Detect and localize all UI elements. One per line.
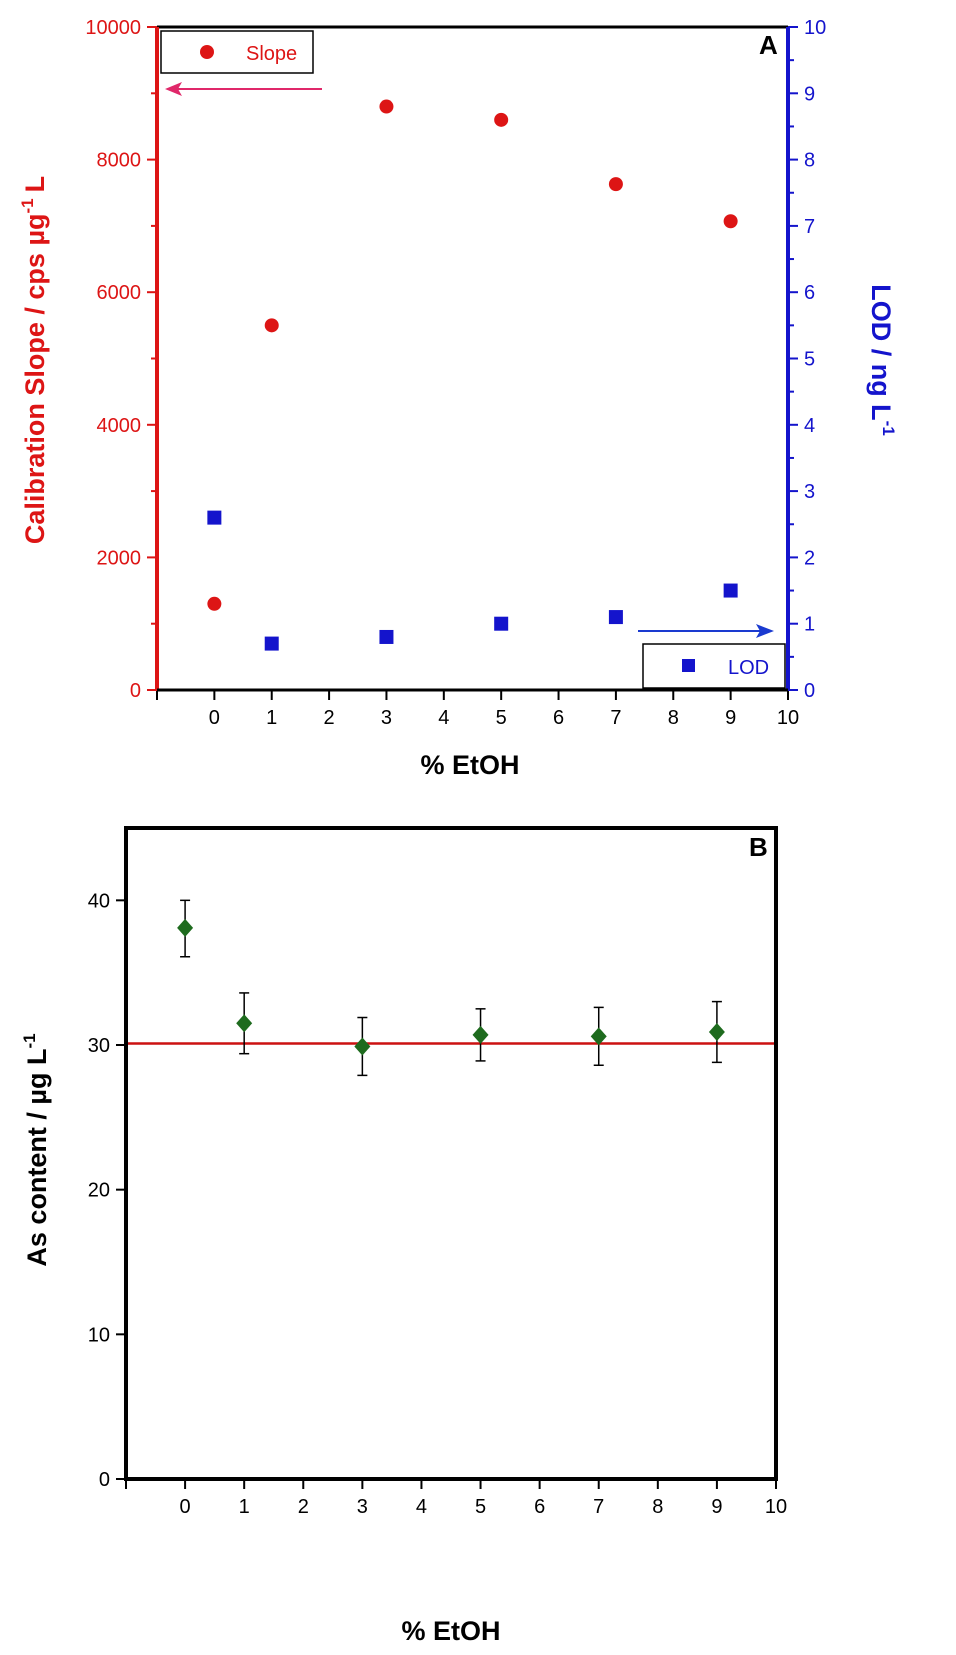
slope-point xyxy=(379,99,394,114)
as-content-point xyxy=(177,918,194,937)
panel-a-right-y-tick-label: 2 xyxy=(804,547,815,569)
as-content-point xyxy=(236,1014,253,1033)
panel-a-right-y-tick-label: 7 xyxy=(804,216,815,238)
panel-a-left-axis-title-tail: L xyxy=(20,176,50,193)
panel-b-x-tick-label: 2 xyxy=(298,1496,309,1518)
panel-b-x-tick-label: 5 xyxy=(475,1496,486,1518)
panel-a-x-tick-label: 4 xyxy=(438,707,449,729)
panel-b-y-axis-title: As content / µg L-1 xyxy=(20,1033,52,1266)
lod-point xyxy=(207,510,222,525)
panel-a-left-y-tick-label: 2000 xyxy=(97,547,142,569)
panel-a-letter: A xyxy=(759,30,778,60)
panel-b-chart: 0 1 2 3 4 5 6 7 8 9 10 0 10 20 30 40 B % EtOH As conten… xyxy=(20,826,787,1646)
panel-a-x-tick-label: 5 xyxy=(496,707,507,729)
panel-b-x-tick-label: 1 xyxy=(239,1496,250,1518)
panel-a-left-y-tick-label: 6000 xyxy=(97,282,142,304)
legend-lod: LOD xyxy=(642,643,786,689)
panel-a-x-tick-label: 6 xyxy=(553,707,564,729)
panel-b-x-tick-label: 9 xyxy=(711,1496,722,1518)
panel-b-x-tick-label: 10 xyxy=(765,1496,787,1518)
panel-b-y-tick-label: 30 xyxy=(88,1035,110,1057)
slope-point xyxy=(494,112,509,127)
panel-a-right-y-tick-label: 8 xyxy=(804,150,815,172)
panel-a-right-axis-title: LOD / ng L-1 xyxy=(866,284,898,436)
panel-a-x-tick-label: 8 xyxy=(668,707,679,729)
panel-a-left-axis-title: Calibration Slope / cps µg-1 L xyxy=(18,176,50,544)
panel-b-x-tick-label: 7 xyxy=(593,1496,604,1518)
panel-a-left-y-tick-label: 8000 xyxy=(97,150,142,172)
legend-lod-marker xyxy=(682,659,695,672)
panel-a-left-y-tick-label: 0 xyxy=(130,680,141,702)
panel-a-right-y-tick-label: 3 xyxy=(804,481,815,503)
lod-point xyxy=(608,610,623,625)
panel-a-left-y-tick-label: 10000 xyxy=(85,17,141,39)
panel-a-x-tick-label: 1 xyxy=(266,707,277,729)
panel-b-x-axis-title: % EtOH xyxy=(401,1616,500,1646)
panel-a-right-axis-title-sup: -1 xyxy=(879,421,898,436)
panel-a-right-y-tick-label: 5 xyxy=(804,349,815,371)
panel-a-x-tick-label: 2 xyxy=(324,707,335,729)
panel-b-letter: B xyxy=(749,832,768,862)
legend-slope-label: Slope xyxy=(246,43,297,65)
panel-b-y-tick-label: 40 xyxy=(88,890,110,912)
slope-point xyxy=(207,596,222,611)
panel-b-y-tick-label: 0 xyxy=(99,1469,110,1491)
panel-a-left-y-tick-label: 4000 xyxy=(97,415,142,437)
panel-a-right-y-tick-label: 0 xyxy=(804,680,815,702)
lod-point xyxy=(264,636,279,651)
as-content-point xyxy=(590,1027,607,1046)
legend-slope-box xyxy=(160,30,314,74)
panel-a-x-tick-label: 9 xyxy=(725,707,736,729)
slope-point xyxy=(723,214,738,229)
panel-a-chart: 0 1 2 3 4 5 6 7 8 9 100200040006000800010000012345… xyxy=(18,17,898,780)
panel-b-x-tick-label: 3 xyxy=(357,1496,368,1518)
panel-b-frame xyxy=(124,826,778,1481)
legend-lod-box xyxy=(642,643,786,689)
panel-b-y-axis-title-main: As content / µg L xyxy=(22,1049,52,1267)
panel-a-right-axis-title-main: LOD / ng L xyxy=(866,284,896,420)
panel-b-x-tick-label: 6 xyxy=(534,1496,545,1518)
panel-a-right-y-tick-label: 9 xyxy=(804,83,815,105)
panel-a-x-tick-label: 0 xyxy=(209,707,220,729)
panel-a-right-y-tick-label: 6 xyxy=(804,282,815,304)
slope-point xyxy=(264,318,279,333)
lod-point xyxy=(379,629,394,644)
panel-b-x-tick-label: 4 xyxy=(416,1496,427,1518)
lod-point xyxy=(494,616,509,631)
legend-lod-label: LOD xyxy=(728,657,769,679)
panel-a-x-tick-label: 10 xyxy=(777,707,799,729)
legend-slope-marker xyxy=(200,45,214,59)
lod-point xyxy=(723,583,738,598)
as-content-point xyxy=(354,1037,371,1056)
as-content-point xyxy=(472,1025,489,1044)
panel-b-y-tick-label: 20 xyxy=(88,1180,110,1202)
panel-a-left-axis-title-sup: -1 xyxy=(18,198,37,213)
panel-a-x-tick-label: 3 xyxy=(381,707,392,729)
as-content-point xyxy=(708,1022,725,1041)
panel-a-right-y-tick-label: 1 xyxy=(804,614,815,636)
panel-a-left-axis-title-main: Calibration Slope / cps µg xyxy=(20,214,50,545)
panel-a-x-axis-title: % EtOH xyxy=(420,750,519,780)
panel-b-y-axis-title-sup: -1 xyxy=(20,1033,39,1048)
panel-b-y-tick-label: 10 xyxy=(88,1324,110,1346)
panel-a-right-y-tick-label: 4 xyxy=(804,415,815,437)
slope-point xyxy=(608,177,623,192)
panel-a-x-tick-label: 7 xyxy=(610,707,621,729)
arrow-right-icon xyxy=(638,624,774,638)
legend-slope: Slope xyxy=(160,30,314,74)
arrow-left-icon xyxy=(165,82,322,96)
panel-b-x-tick-label: 8 xyxy=(652,1496,663,1518)
panel-a-right-y-tick-label: 10 xyxy=(804,17,826,39)
panel-b-x-tick-label: 0 xyxy=(180,1496,191,1518)
